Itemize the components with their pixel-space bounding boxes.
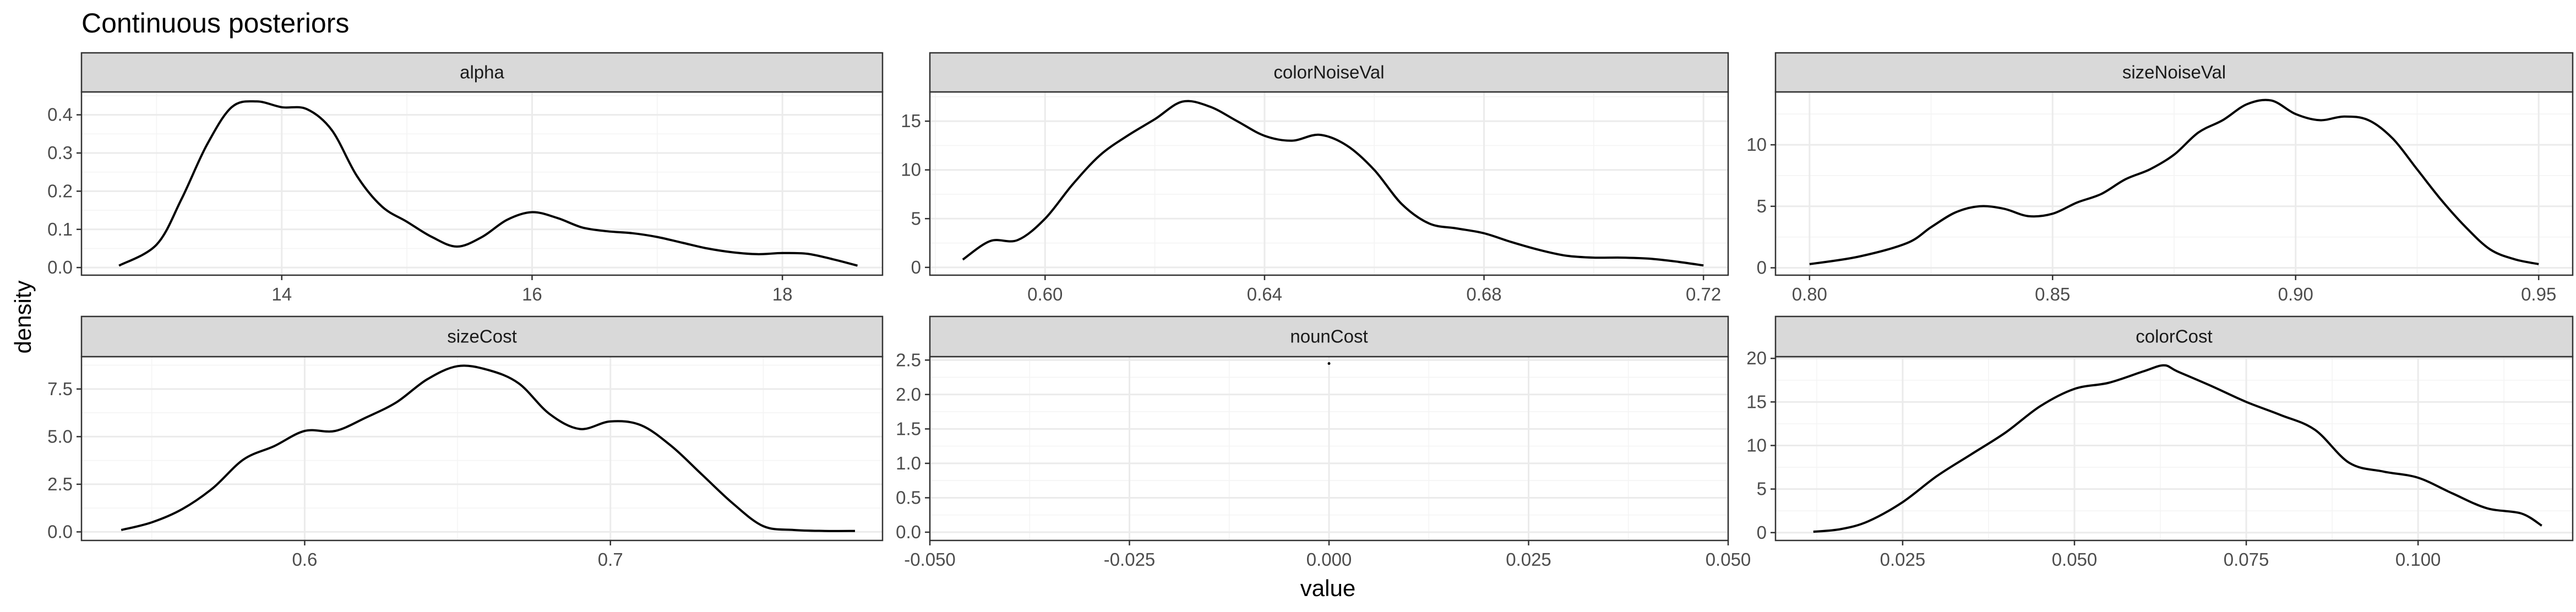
y-tick-label: 10 — [1746, 435, 1767, 455]
x-tick-label: 0.72 — [1686, 284, 1721, 304]
x-tick-label: -0.050 — [904, 549, 956, 570]
y-tick-label: 5 — [1757, 196, 1767, 216]
x-tick-label: 0.85 — [2035, 284, 2070, 304]
density-line — [962, 100, 1704, 267]
y-tick-label: 10 — [1746, 134, 1767, 155]
x-tick-label: 0.100 — [2395, 549, 2441, 570]
panel-background — [81, 92, 883, 275]
x-tick-label: 16 — [522, 284, 542, 304]
density-line — [1809, 99, 2539, 265]
facet-strip — [929, 315, 1729, 358]
y-tick-label: 0.0 — [47, 521, 73, 542]
x-tick-label: 0.64 — [1247, 284, 1282, 304]
panel-background — [930, 92, 1728, 275]
facet-strip — [1774, 315, 2574, 358]
y-tick-label: 2.5 — [896, 349, 921, 370]
x-tick-label: 0.050 — [2052, 549, 2098, 570]
facet-strip-label: colorCost — [2136, 326, 2212, 347]
y-tick-label: 20 — [1746, 348, 1767, 368]
x-tick-label: 0.000 — [1306, 549, 1352, 570]
facet-panel: 0.6 0.7 0.0 2.5 5.0 7.5 sizeCost — [47, 315, 884, 570]
y-tick-label: 2.0 — [896, 384, 921, 405]
facet-panel: 0.025 0.050 0.075 0.100 0 5 10 15 20 colorCost — [1746, 315, 2574, 570]
facet-panel: 14 16 18 0.0 0.1 0.2 0.3 0.4 alpha — [47, 52, 884, 304]
y-axis-title: density — [10, 280, 36, 353]
x-tick-label: 0.95 — [2521, 284, 2556, 304]
panel-background — [81, 357, 883, 540]
y-tick-label: 1.5 — [896, 418, 921, 439]
y-tick-label: 0.0 — [47, 257, 73, 277]
y-tick-label: 0.0 — [896, 522, 921, 542]
facet-strip-label: alpha — [460, 62, 504, 83]
density-line — [1813, 364, 2542, 533]
y-tick-label: 7.5 — [47, 379, 73, 399]
facet-panel: 0.60 0.64 0.68 0.72 0 5 10 15 colorNoiseVal — [901, 52, 1729, 304]
y-tick-label: 0 — [1757, 258, 1767, 278]
x-tick-label: 0.025 — [1506, 549, 1551, 570]
density-point — [1327, 362, 1331, 365]
y-tick-label: 0.3 — [47, 143, 73, 163]
y-tick-label: 0.1 — [47, 219, 73, 239]
facet-panel: -0.050 -0.025 0.000 0.025 0.050 0.0 0.5 1.0 1.5 2… — [896, 315, 1751, 570]
x-tick-label: 0.075 — [2224, 549, 2269, 570]
y-tick-label: 0.4 — [47, 105, 73, 125]
facet-strip-label: nounCost — [1290, 326, 1368, 347]
x-tick-label: 0.90 — [2278, 284, 2313, 304]
density-line — [121, 364, 856, 532]
density-line — [118, 100, 858, 267]
x-tick-label: -0.025 — [1104, 549, 1156, 570]
y-tick-label: 5.0 — [47, 426, 73, 446]
y-tick-label: 2.5 — [47, 474, 73, 494]
y-tick-label: 0 — [911, 257, 921, 277]
x-tick-label: 0.6 — [292, 549, 317, 570]
y-tick-label: 0.5 — [896, 487, 921, 507]
y-tick-label: 5 — [911, 208, 921, 228]
chart-title: Continuous posteriors — [81, 8, 349, 39]
y-tick-label: 0 — [1757, 522, 1767, 543]
x-tick-label: 14 — [271, 284, 292, 304]
x-tick-label: 0.80 — [1792, 284, 1827, 304]
facet-strip-label: sizeCost — [447, 326, 517, 347]
y-tick-label: 1.0 — [896, 453, 921, 473]
y-tick-label: 5 — [1757, 479, 1767, 499]
facet-panel: 0.80 0.85 0.90 0.95 0 5 10 sizeNoiseVal — [1746, 52, 2574, 304]
y-tick-label: 0.2 — [47, 181, 73, 201]
x-tick-label: 0.60 — [1027, 284, 1063, 304]
x-tick-label: 0.7 — [598, 549, 623, 570]
y-tick-label: 10 — [901, 160, 921, 180]
facet-strip-label: colorNoiseVal — [1273, 62, 1384, 83]
facet-strip — [1774, 52, 2574, 93]
x-tick-label: 0.025 — [1880, 549, 1926, 570]
x-tick-label: 0.050 — [1706, 549, 1751, 570]
facet-strip — [929, 52, 1729, 93]
y-tick-label: 15 — [901, 111, 921, 131]
facet-strip — [80, 52, 884, 93]
facet-strip-label: sizeNoiseVal — [2122, 62, 2226, 83]
x-tick-label: 18 — [772, 284, 793, 304]
facet-strip — [80, 315, 884, 358]
x-tick-label: 0.68 — [1466, 284, 1501, 304]
panel-background — [1776, 357, 2573, 540]
x-axis-title: value — [1300, 575, 1355, 601]
y-tick-label: 15 — [1746, 391, 1767, 412]
